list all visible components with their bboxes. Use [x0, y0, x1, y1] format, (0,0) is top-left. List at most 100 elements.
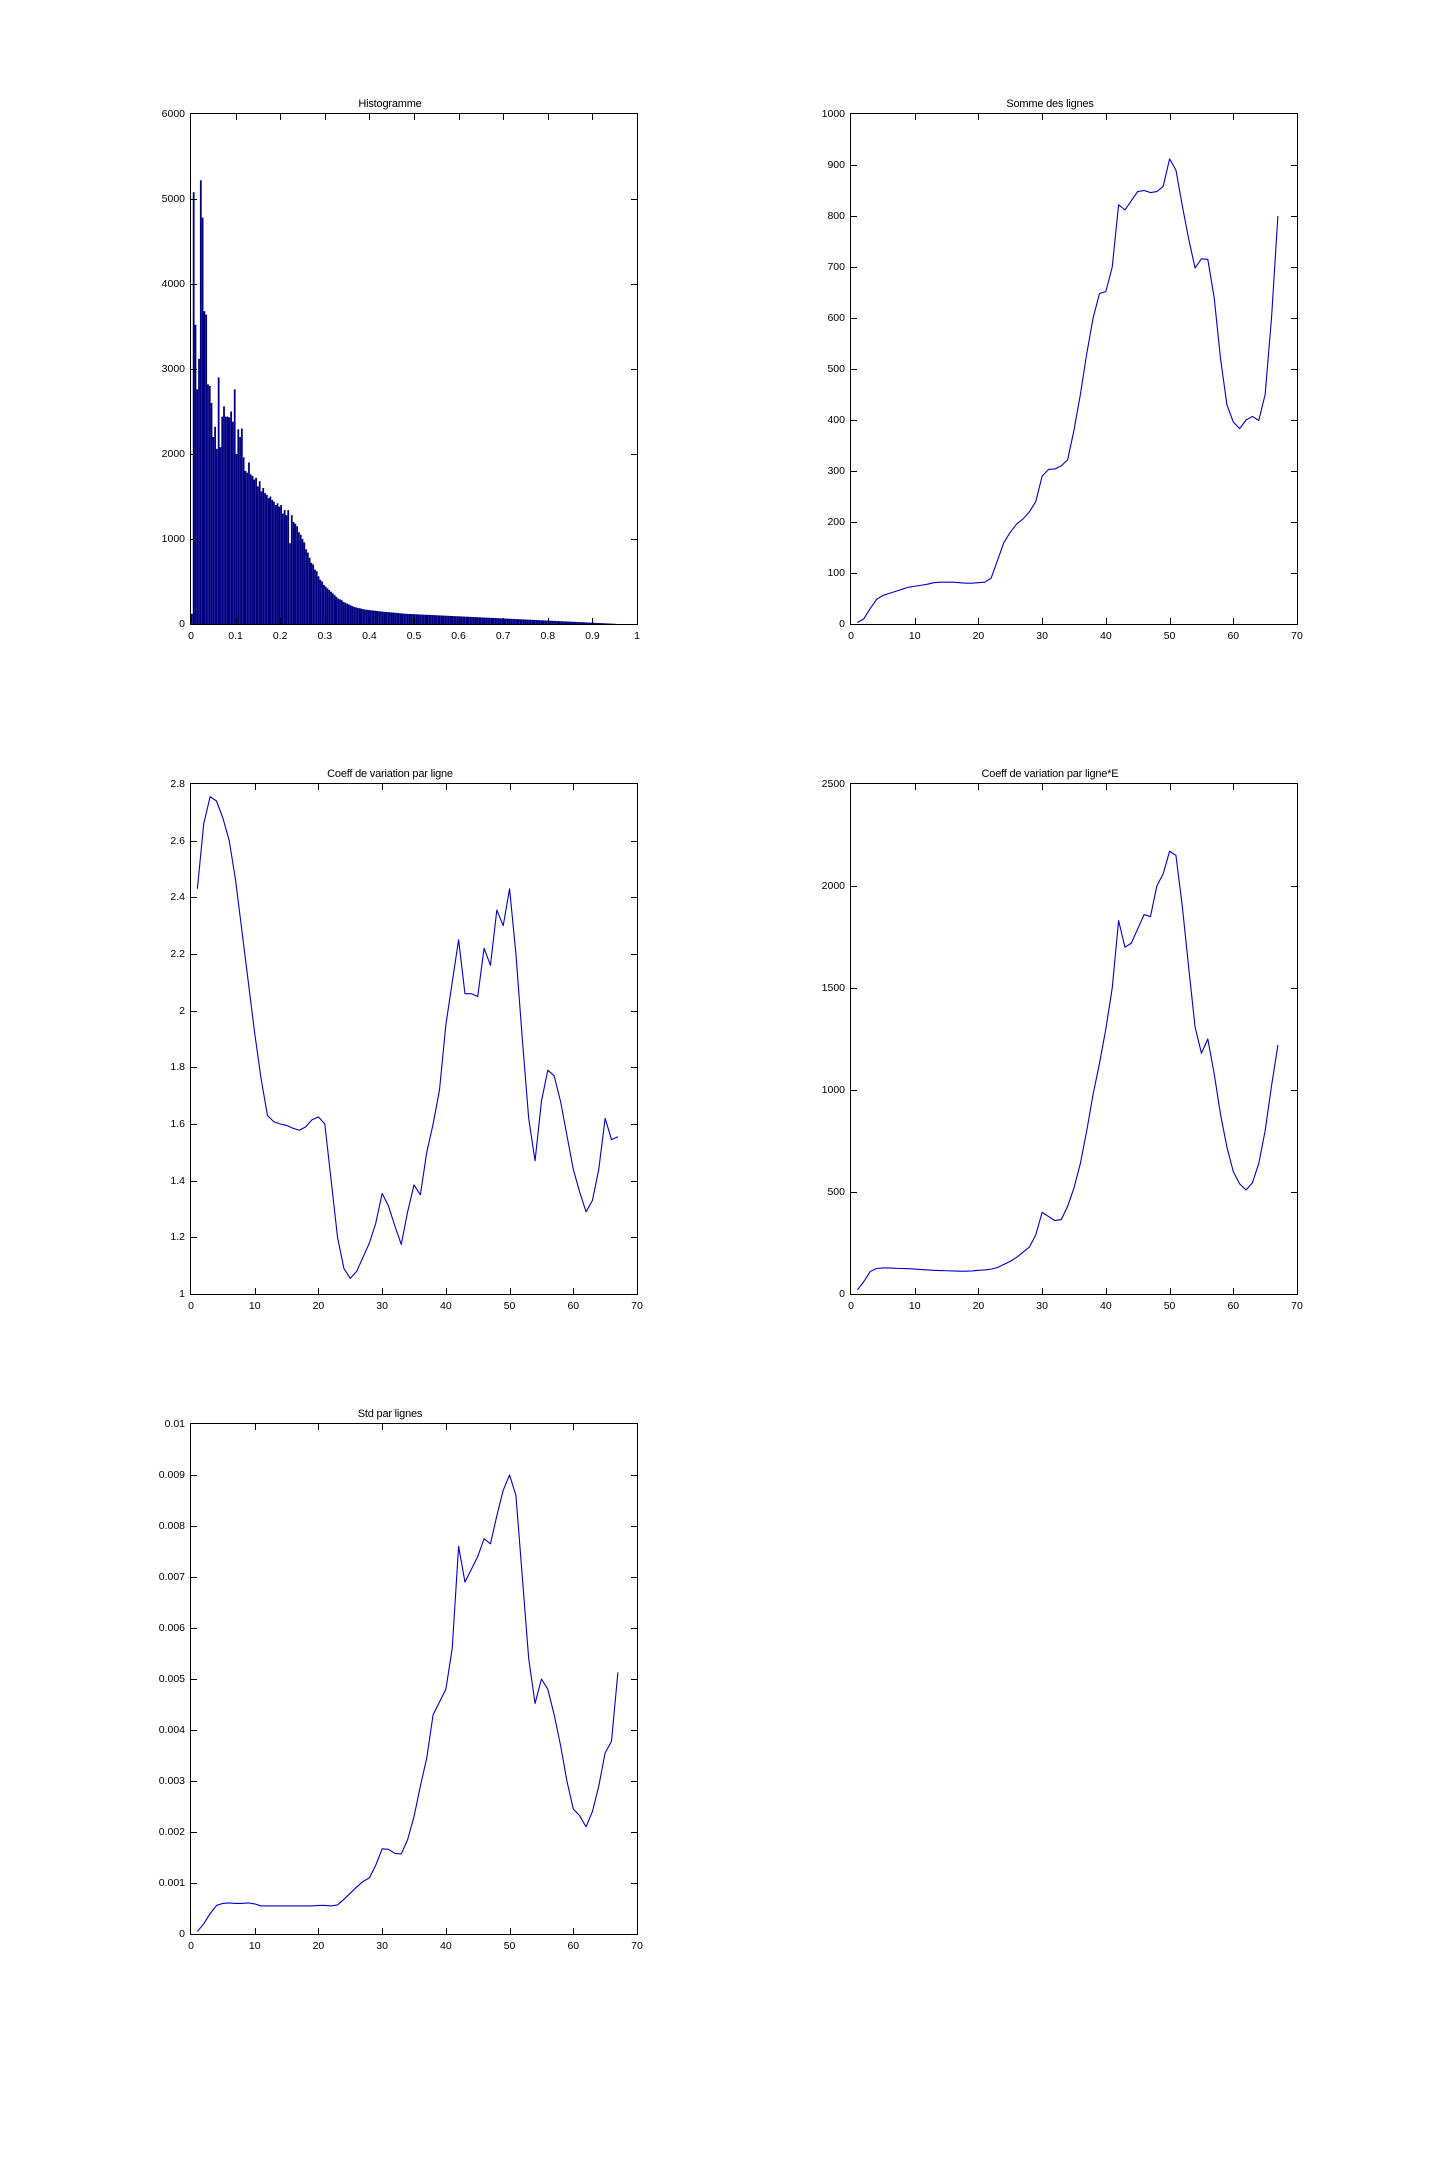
y-tick-mark [851, 267, 857, 268]
y-tick-mark [191, 539, 197, 540]
y-tick-mark [1291, 1192, 1297, 1193]
y-tick-mark [631, 1067, 637, 1069]
x-tick-label: 10 [908, 630, 921, 642]
x-tick-label: 40 [440, 1940, 452, 1952]
x-tick-label: 20 [312, 1300, 325, 1312]
y-tick-mark [191, 1628, 197, 1629]
x-tick-label: 0.6 [451, 630, 466, 642]
figure-coeff-de-variation-par-ligne-e-title: Coeff de variation par ligne*E [981, 768, 1119, 780]
figure-somme-des-lignes-title: Somme des lignes [1006, 98, 1094, 110]
y-tick-mark [631, 840, 637, 842]
y-tick-label: 2.6 [170, 834, 185, 847]
y-tick-mark [631, 454, 637, 455]
x-tick-mark [445, 1288, 447, 1294]
y-tick-mark [191, 1577, 197, 1578]
x-tick-mark [914, 784, 916, 790]
x-tick-label: 0 [188, 1300, 194, 1312]
x-tick-label: 0 [188, 1940, 194, 1952]
x-tick-mark [978, 1288, 980, 1294]
x-tick-label: 40 [440, 1300, 452, 1312]
x-tick-label: 1 [634, 630, 640, 642]
y-tick-mark [1291, 267, 1297, 268]
figure-std-par-lignes-title: Std par lignes [357, 1408, 423, 1420]
y-tick-label: 0.005 [158, 1673, 185, 1685]
y-tick-mark [191, 1679, 197, 1680]
figure-histogramme: Histogramme 0 1000 2000 3000 4000 5000 6000 0 0.… [130, 98, 650, 642]
figure-coeff-de-variation-par-ligne-e-axes: 0 500 1000 1500 2000 2500 0 10 20 30 40 50 60 70 [822, 778, 1303, 1312]
y-tick-label: 4000 [161, 278, 185, 290]
x-tick-label: 10 [248, 1940, 261, 1952]
y-tick-label: 0.002 [158, 1826, 185, 1838]
y-tick-label: 800 [827, 210, 845, 222]
y-tick-mark [1291, 1090, 1297, 1091]
x-tick-label: 40 [1100, 1300, 1112, 1312]
x-tick-mark [547, 618, 549, 624]
y-tick-mark [1291, 216, 1297, 217]
y-tick-label: 1500 [821, 982, 845, 994]
x-tick-mark [1042, 784, 1044, 790]
y-tick-label: 0.003 [158, 1775, 185, 1787]
x-tick-mark [914, 618, 916, 624]
line-series [856, 850, 1279, 1291]
x-tick-label: 0.7 [495, 630, 511, 642]
x-tick-mark [254, 1928, 256, 1934]
y-tick-mark [631, 1730, 637, 1731]
y-tick-mark [191, 199, 197, 200]
x-tick-label: 0 [848, 1300, 854, 1312]
x-tick-mark [369, 114, 371, 120]
y-tick-label: 0.004 [158, 1724, 185, 1736]
y-tick-mark [631, 539, 637, 540]
x-tick-mark [914, 114, 916, 120]
x-tick-mark [235, 618, 237, 624]
x-tick-mark [318, 784, 320, 790]
figure-somme-des-lignes-axes: 0 100 200 300 400 500 600 700 800 900 1000 0 10 20 30 4… [822, 108, 1303, 642]
y-tick-mark [851, 165, 857, 166]
y-tick-label: 300 [827, 465, 845, 477]
y-tick-mark [631, 1577, 637, 1578]
y-tick-label: 1.2 [170, 1231, 185, 1244]
figure-histogramme-axes: 0 1000 2000 3000 4000 5000 6000 0 0.1 0.2 0.3 0.4 0.… [162, 108, 640, 642]
y-tick-mark [851, 988, 857, 989]
x-tick-label: 30 [376, 1940, 388, 1952]
y-tick-label: 1000 [821, 108, 845, 120]
y-tick-label: 200 [827, 516, 845, 528]
x-tick-label: 70 [1291, 630, 1303, 642]
line-series [196, 1474, 619, 1932]
y-tick-mark [631, 1883, 637, 1884]
y-tick-mark [851, 573, 857, 574]
x-tick-mark [509, 784, 511, 790]
y-tick-mark [191, 369, 197, 370]
x-tick-label: 60 [1227, 1300, 1240, 1312]
y-tick-mark [191, 897, 197, 899]
y-tick-mark [191, 1781, 197, 1782]
histogram-bars [191, 180, 616, 624]
x-tick-mark [573, 784, 575, 790]
y-tick-mark [191, 954, 197, 955]
x-tick-label: 0.5 [406, 630, 422, 642]
x-tick-label: 30 [1036, 630, 1048, 642]
y-tick-mark [631, 897, 637, 899]
y-tick-label: 2000 [821, 880, 845, 892]
y-tick-mark [1291, 522, 1297, 523]
x-tick-mark [509, 1288, 511, 1294]
y-tick-mark [631, 1475, 637, 1476]
x-tick-mark [1042, 114, 1044, 120]
x-tick-mark [1169, 784, 1171, 790]
x-tick-label: 20 [972, 630, 985, 642]
y-tick-mark [851, 886, 857, 887]
x-tick-mark [369, 618, 371, 624]
y-tick-label: 0 [179, 618, 185, 630]
x-tick-label: 0.2 [272, 630, 288, 642]
y-tick-label: 0 [839, 1288, 845, 1300]
y-tick-label: 2.4 [170, 891, 185, 904]
y-tick-label: 1000 [821, 1084, 845, 1096]
y-tick-mark [191, 1124, 197, 1125]
x-tick-label: 50 [1163, 630, 1176, 642]
x-tick-label: 50 [503, 1940, 516, 1952]
x-tick-label: 0 [188, 630, 194, 642]
y-tick-mark [631, 284, 637, 285]
x-tick-label: 0 [848, 630, 854, 642]
x-tick-mark [978, 784, 980, 790]
x-tick-mark [318, 1424, 320, 1430]
